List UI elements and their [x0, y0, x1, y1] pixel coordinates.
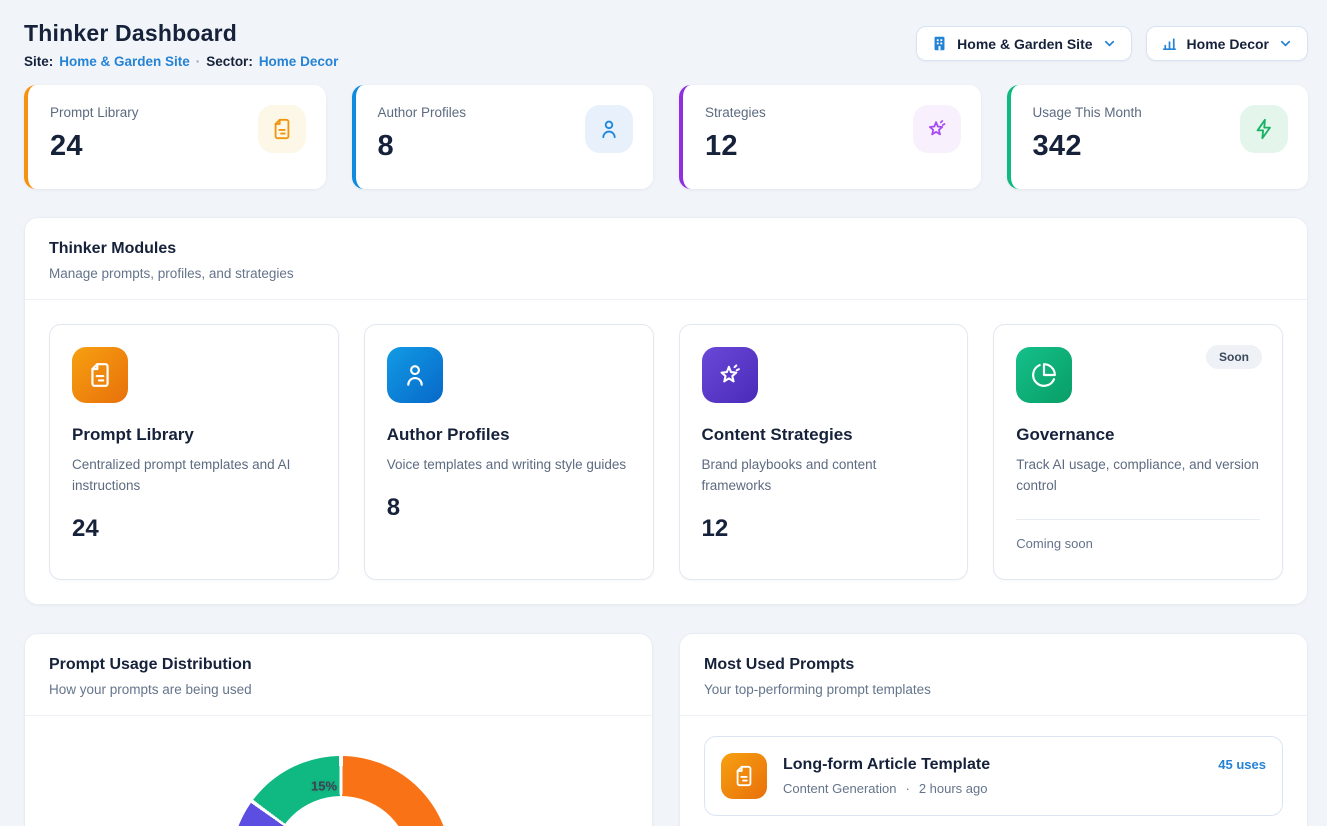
- module-description: Track AI usage, compliance, and version …: [1016, 455, 1260, 497]
- sector-link[interactable]: Home Decor: [259, 54, 339, 69]
- zap-icon: [1240, 105, 1288, 153]
- sparkles-icon: [702, 347, 758, 403]
- prompt-time: 2 hours ago: [919, 781, 988, 796]
- site-link[interactable]: Home & Garden Site: [59, 54, 190, 69]
- prompts-card-header: Most Used Prompts Your top-performing pr…: [680, 634, 1307, 715]
- module-description: Centralized prompt templates and AI inst…: [72, 455, 316, 497]
- stat-text: Author Profiles 8: [378, 105, 467, 163]
- prompt-text: Long-form Article Template Content Gener…: [783, 756, 1202, 796]
- chevron-down-icon: [1102, 36, 1117, 51]
- building-icon: [931, 35, 948, 52]
- modules-subtitle: Manage prompts, profiles, and strategies: [49, 266, 1283, 281]
- stat-card-strategies: Strategies 12: [679, 85, 981, 189]
- module-title: Prompt Library: [72, 425, 316, 445]
- most-used-prompts-card: Most Used Prompts Your top-performing pr…: [679, 633, 1308, 826]
- file-text-icon: [721, 753, 767, 799]
- header-left: Thinker Dashboard Site: Home & Garden Si…: [24, 20, 338, 69]
- stat-text: Usage This Month 342: [1033, 105, 1142, 163]
- stats-row: Prompt Library 24 Author Profiles 8: [24, 85, 1308, 189]
- stat-label: Usage This Month: [1033, 105, 1142, 120]
- usage-distribution-card: Prompt Usage Distribution How your promp…: [24, 633, 653, 826]
- module-title: Content Strategies: [702, 425, 946, 445]
- prompt-list-item[interactable]: Long-form Article Template Content Gener…: [704, 736, 1283, 816]
- thinker-modules-panel: Thinker Modules Manage prompts, profiles…: [24, 217, 1308, 605]
- coming-soon-text: Coming soon: [1016, 536, 1260, 551]
- prompts-card-subtitle: Your top-performing prompt templates: [704, 682, 1283, 697]
- bottom-row: Prompt Usage Distribution How your promp…: [24, 633, 1308, 826]
- pie-chart-icon: [1016, 347, 1072, 403]
- module-count: 24: [72, 515, 316, 543]
- modules-title: Thinker Modules: [49, 240, 1283, 258]
- prompt-title: Long-form Article Template: [783, 756, 1202, 774]
- module-card-governance[interactable]: Soon Governance Track AI usage, complian…: [993, 324, 1283, 580]
- stat-label: Prompt Library: [50, 105, 139, 120]
- file-text-icon: [72, 347, 128, 403]
- bar-chart-icon: [1161, 35, 1178, 52]
- usage-card-header: Prompt Usage Distribution How your promp…: [25, 634, 652, 715]
- module-description: Brand playbooks and content frameworks: [702, 455, 946, 497]
- user-icon: [585, 105, 633, 153]
- page-title: Thinker Dashboard: [24, 20, 338, 47]
- page-header: Thinker Dashboard Site: Home & Garden Si…: [24, 20, 1308, 69]
- module-card-author-profiles[interactable]: Author Profiles Voice templates and writ…: [364, 324, 654, 580]
- stat-text: Strategies 12: [705, 105, 766, 163]
- separator-dot: ·: [905, 781, 909, 796]
- chart-area: 15%: [25, 716, 652, 826]
- header-actions: Home & Garden Site Home Decor: [916, 26, 1308, 61]
- sector-label: Sector:: [206, 54, 253, 69]
- module-card-content-strategies[interactable]: Content Strategies Brand playbooks and c…: [679, 324, 969, 580]
- site-selector-dropdown[interactable]: Home & Garden Site: [916, 26, 1131, 61]
- modules-panel-header: Thinker Modules Manage prompts, profiles…: [25, 218, 1307, 299]
- chevron-down-icon: [1278, 36, 1293, 51]
- prompt-list: Long-form Article Template Content Gener…: [680, 716, 1307, 826]
- soon-badge: Soon: [1206, 345, 1262, 369]
- module-title: Governance: [1016, 425, 1260, 445]
- sector-dropdown-label: Home Decor: [1187, 36, 1269, 52]
- modules-grid: Prompt Library Centralized prompt templa…: [25, 300, 1307, 604]
- donut-chart[interactable]: 15%: [231, 756, 451, 826]
- stat-card-prompt-library: Prompt Library 24: [24, 85, 326, 189]
- site-label: Site:: [24, 54, 53, 69]
- module-count: 12: [702, 515, 946, 543]
- stat-card-usage: Usage This Month 342: [1007, 85, 1309, 189]
- breadcrumb: Site: Home & Garden Site · Sector: Home …: [24, 54, 338, 69]
- module-title: Author Profiles: [387, 425, 631, 445]
- stat-value: 12: [705, 130, 766, 163]
- stat-label: Author Profiles: [378, 105, 467, 120]
- file-text-icon: [258, 105, 306, 153]
- separator-dot: ·: [196, 54, 201, 69]
- stat-text: Prompt Library 24: [50, 105, 139, 163]
- dashboard-page: Thinker Dashboard Site: Home & Garden Si…: [0, 0, 1327, 826]
- module-description: Voice templates and writing style guides: [387, 455, 631, 476]
- stat-card-author-profiles: Author Profiles 8: [352, 85, 654, 189]
- site-dropdown-label: Home & Garden Site: [957, 36, 1092, 52]
- usage-card-subtitle: How your prompts are being used: [49, 682, 628, 697]
- divider: [1016, 519, 1260, 520]
- prompt-category: Content Generation: [783, 781, 896, 796]
- donut-slice-label: 15%: [311, 779, 337, 794]
- module-card-prompt-library[interactable]: Prompt Library Centralized prompt templa…: [49, 324, 339, 580]
- stat-value: 342: [1033, 130, 1142, 163]
- module-count: 8: [387, 494, 631, 522]
- usage-card-title: Prompt Usage Distribution: [49, 656, 628, 674]
- stat-label: Strategies: [705, 105, 766, 120]
- stat-value: 8: [378, 130, 467, 163]
- sector-selector-dropdown[interactable]: Home Decor: [1146, 26, 1308, 61]
- prompt-meta: Content Generation · 2 hours ago: [783, 781, 1202, 796]
- user-icon: [387, 347, 443, 403]
- prompt-uses-badge: 45 uses: [1218, 757, 1266, 772]
- sparkles-icon: [913, 105, 961, 153]
- stat-value: 24: [50, 130, 139, 163]
- prompts-card-title: Most Used Prompts: [704, 656, 1283, 674]
